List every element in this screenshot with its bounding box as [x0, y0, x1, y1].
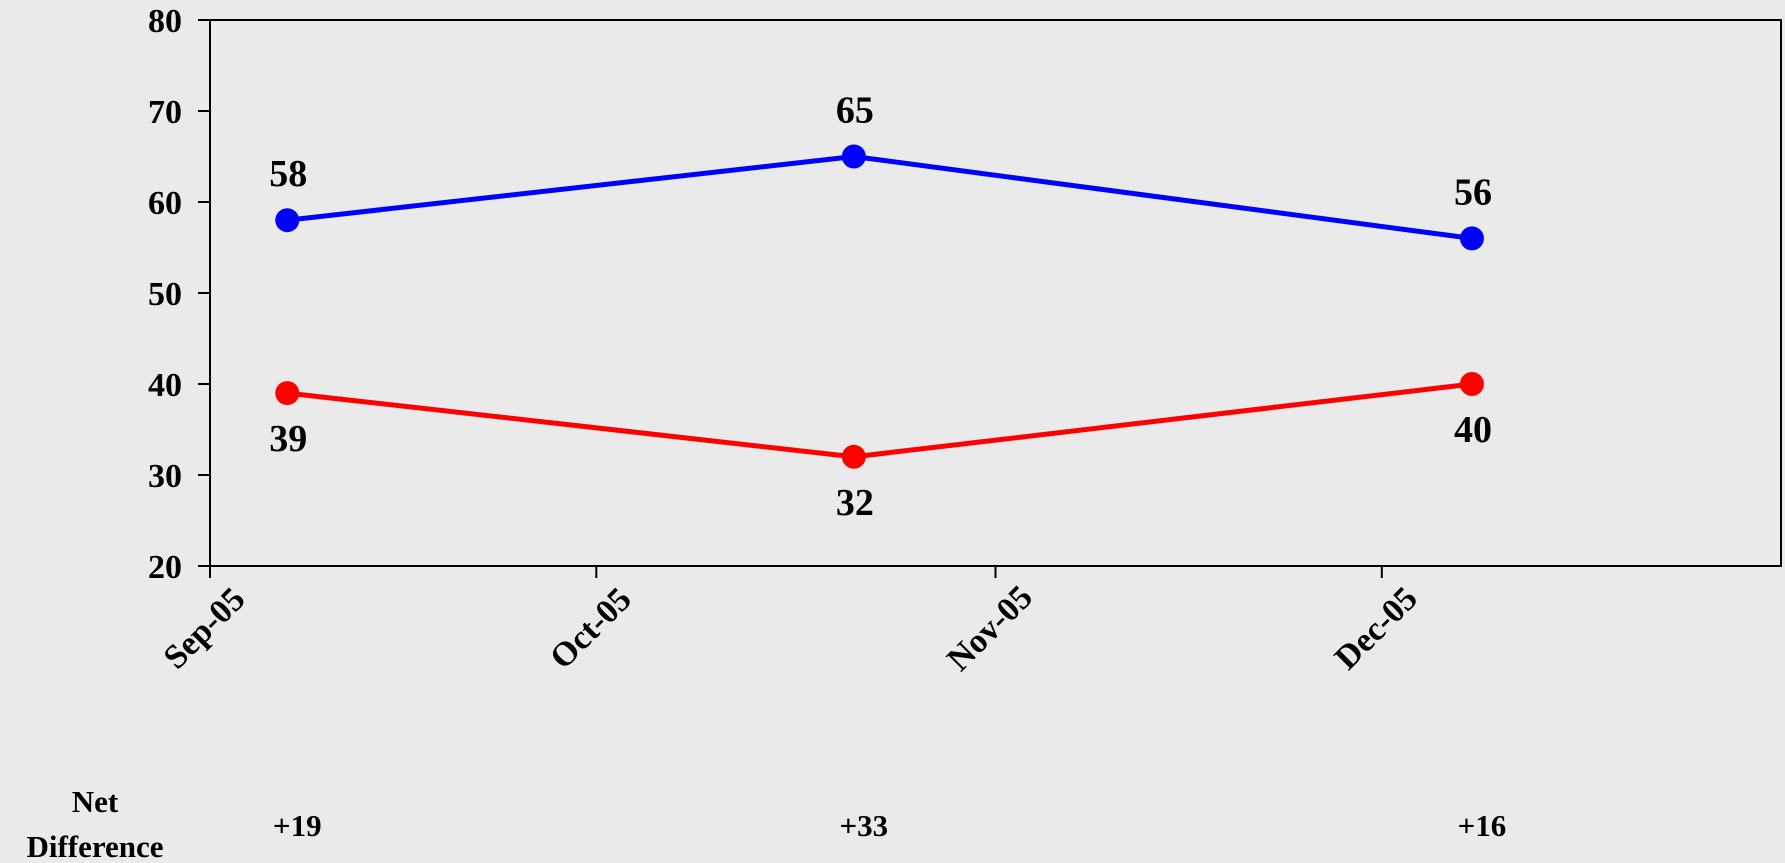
- data-point: [1459, 372, 1484, 396]
- y-tick-label: 50: [148, 276, 182, 313]
- data-label: 32: [836, 482, 874, 524]
- data-point: [841, 144, 866, 169]
- net-difference-value: +19: [273, 808, 322, 843]
- data-label: 40: [1454, 409, 1492, 451]
- series-2: 39 32 40: [269, 372, 1492, 524]
- data-label: 58: [269, 153, 307, 195]
- net-difference-label-line2: Difference: [26, 829, 163, 863]
- net-difference-row: Net Difference +19 +33 +16: [26, 784, 1506, 863]
- y-tick-label: 20: [148, 549, 182, 586]
- net-difference-label-line1: Net: [72, 784, 119, 819]
- data-point: [1459, 226, 1484, 251]
- data-label: 39: [269, 418, 307, 460]
- data-label: 56: [1454, 171, 1492, 213]
- net-difference-value: +16: [1458, 808, 1507, 843]
- y-tick-label: 30: [148, 458, 182, 495]
- data-point: [275, 381, 300, 406]
- y-tick-label: 40: [148, 367, 182, 404]
- series-layer: 58 65 56 39 32 40: [269, 90, 1492, 524]
- y-tick-label: 80: [148, 3, 182, 40]
- y-tick-label: 60: [148, 185, 182, 222]
- series-1: 58 65 56: [269, 90, 1492, 251]
- data-point: [841, 444, 866, 469]
- y-tick-label: 70: [148, 94, 182, 131]
- data-point: [275, 208, 300, 233]
- data-label: 65: [836, 90, 874, 132]
- net-difference-value: +33: [840, 808, 889, 843]
